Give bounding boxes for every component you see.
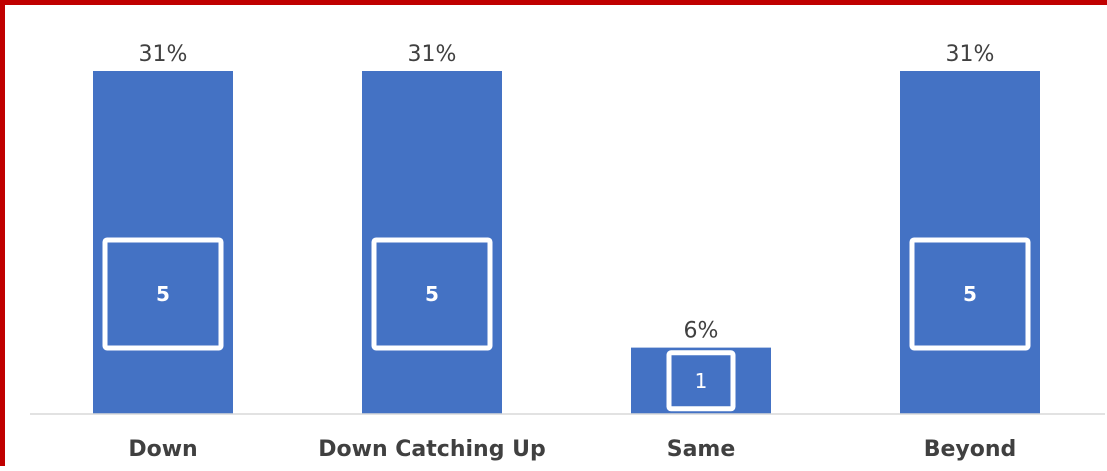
data-label: 31% <box>946 42 995 67</box>
count-box <box>666 350 736 412</box>
bar-same <box>631 347 771 414</box>
x-tick-label: Beyond <box>924 437 1017 462</box>
count-box <box>909 237 1031 351</box>
x-tick-label: Down <box>128 437 197 462</box>
count-label: 5 <box>156 282 170 306</box>
bar-down <box>93 71 233 414</box>
data-label: 6% <box>684 319 719 344</box>
count-label: 5 <box>425 282 439 306</box>
bar-beyond <box>900 71 1040 414</box>
count-label: 1 <box>695 369 708 393</box>
labels-layer: 5 31% Down 5 31% Down Catching Up 1 6% Same 5 31% B… <box>128 42 1016 462</box>
data-label: 31% <box>139 42 188 67</box>
count-label: 5 <box>963 282 977 306</box>
x-tick-label: Same <box>667 437 736 462</box>
count-box <box>371 237 493 351</box>
x-tick-label: Down Catching Up <box>318 437 545 462</box>
bar-chart: 5 31% Down 5 31% Down Catching Up 1 6% Same 5 31% B… <box>30 42 1105 462</box>
bars-layer <box>93 71 1040 414</box>
data-label: 31% <box>408 42 457 67</box>
count-box <box>102 237 224 351</box>
bar-down-catching-up <box>362 71 502 414</box>
